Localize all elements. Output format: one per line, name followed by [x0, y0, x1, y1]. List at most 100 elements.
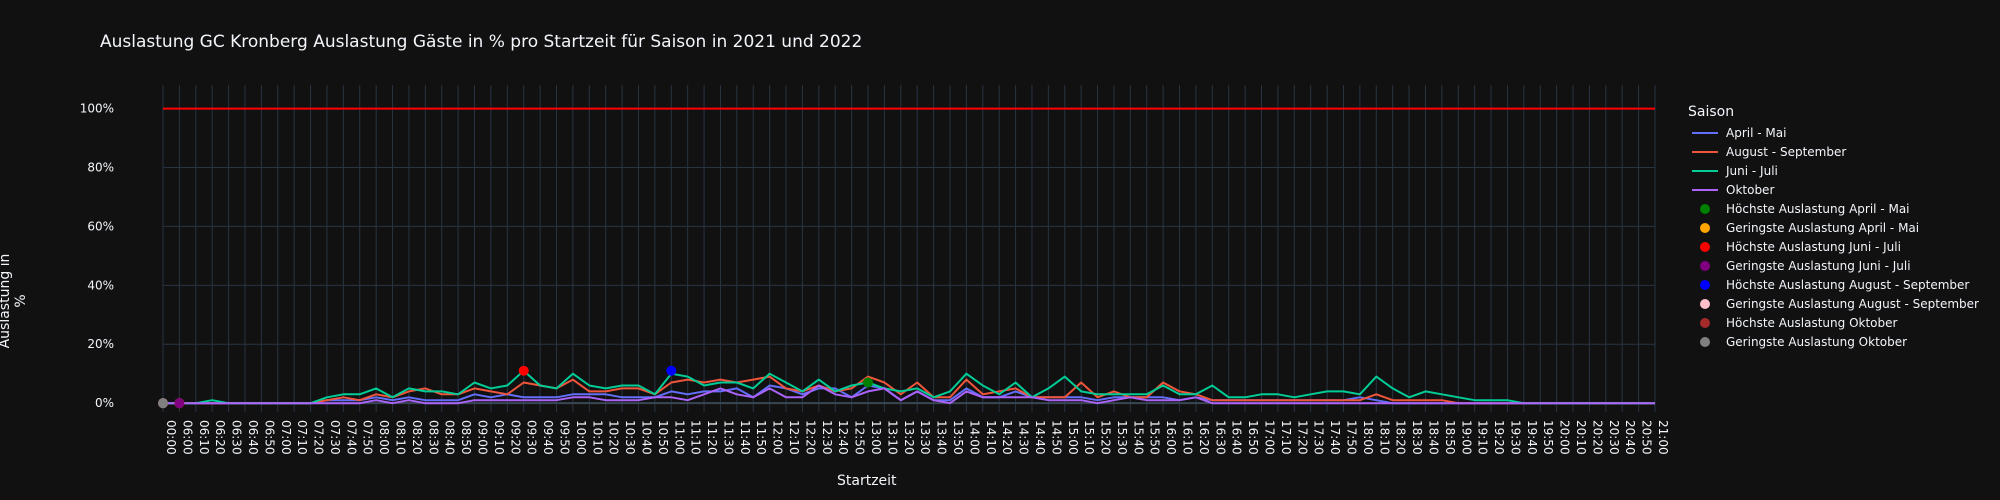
legend-marker-swatch [1688, 260, 1722, 272]
x-tick-label: 11:30 [721, 420, 735, 455]
x-tick-label: 12:40 [836, 420, 850, 455]
legend-line-icon [1692, 169, 1718, 172]
x-tick-label: 07:20 [312, 420, 326, 455]
x-tick-label: 14:50 [1049, 420, 1063, 455]
chart-title: Auslastung GC Kronberg Auslastung Gäste … [100, 32, 863, 52]
legend-label: Geringste Auslastung Juni - Juli [1726, 258, 1911, 273]
x-tick-label: 07:50 [361, 420, 375, 455]
legend-item[interactable]: April - Mai [1688, 123, 1979, 142]
x-tick-label: 08:50 [459, 420, 473, 455]
x-tick-label: 20:40 [1623, 420, 1637, 455]
x-tick-label: 16:40 [1230, 420, 1244, 455]
x-tick-label: 08:00 [377, 420, 391, 455]
legend-marker-swatch [1688, 336, 1722, 348]
x-tick-label: 14:30 [1017, 420, 1031, 455]
legend-dot-icon [1700, 279, 1710, 290]
x-tick-label: 14:40 [1033, 420, 1047, 455]
x-tick-label: 15:00 [1066, 420, 1080, 455]
x-tick-label: 11:20 [705, 420, 719, 455]
x-tick-label: 07:40 [344, 420, 358, 455]
x-tick-label: 10:40 [639, 420, 653, 455]
legend-item[interactable]: Geringste Auslastung Oktober [1688, 332, 1979, 351]
series-line [163, 369, 1655, 405]
x-tick-label: 12:10 [787, 420, 801, 455]
legend-label: Höchste Auslastung April - Mai [1726, 201, 1910, 216]
marker-point [158, 398, 168, 409]
x-tick-label: 00:00 [164, 420, 178, 455]
x-tick-label: 10:20 [607, 420, 621, 455]
x-tick-label: 10:30 [623, 420, 637, 455]
x-tick-label: 08:10 [394, 420, 408, 455]
legend-label: Juni - Juli [1726, 163, 1778, 178]
x-tick-label: 09:50 [557, 420, 571, 455]
x-tick-label: 20:00 [1558, 420, 1572, 455]
x-tick-label: 08:30 [426, 420, 440, 455]
x-tick-label: 15:10 [1082, 420, 1096, 455]
x-tick-label: 12:30 [820, 420, 834, 455]
legend-item[interactable]: August - September [1688, 142, 1979, 161]
series-line [163, 375, 1655, 405]
legend-dot-icon [1700, 260, 1710, 271]
legend-item[interactable]: Oktober [1688, 180, 1979, 199]
x-tick-label: 17:00 [1263, 420, 1277, 455]
x-tick-label: 19:30 [1508, 420, 1522, 455]
x-tick-label: 16:30 [1213, 420, 1227, 455]
x-tick-label: 14:00 [967, 420, 981, 455]
legend-label: Höchste Auslastung August - September [1726, 277, 1970, 292]
marker-point [174, 398, 185, 409]
legend: Saison April - Mai August - September Juni… [1688, 104, 1979, 351]
legend-item[interactable]: Geringste Auslastung August - September [1688, 294, 1979, 313]
legend-label: August - September [1726, 144, 1847, 159]
x-tick-label: 18:20 [1394, 420, 1408, 455]
legend-item[interactable]: Höchste Auslastung April - Mai [1688, 199, 1979, 218]
marker-point [863, 377, 874, 388]
x-tick-label: 06:40 [246, 420, 260, 455]
x-tick-label: 20:30 [1607, 420, 1621, 455]
x-tick-label: 07:00 [279, 420, 293, 455]
series-line [163, 384, 1655, 405]
legend-marker-swatch [1688, 222, 1722, 234]
x-tick-label: 13:00 [869, 420, 883, 455]
legend-label: Höchste Auslastung Juni - Juli [1726, 239, 1901, 254]
x-tick-label: 16:10 [1181, 420, 1195, 455]
legend-marker-swatch [1688, 203, 1722, 215]
x-tick-label: 11:10 [689, 420, 703, 455]
x-tick-label: 15:40 [1131, 420, 1145, 455]
x-tick-label: 16:20 [1197, 420, 1211, 455]
y-tick-label: 100% [80, 102, 114, 116]
x-tick-label: 20:50 [1640, 420, 1654, 455]
legend-item[interactable]: Höchste Auslastung Juni - Juli [1688, 237, 1979, 256]
x-tick-label: 21:00 [1656, 420, 1670, 455]
legend-label: Höchste Auslastung Oktober [1726, 315, 1898, 330]
x-tick-label: 19:00 [1459, 420, 1473, 455]
x-tick-label: 07:30 [328, 420, 342, 455]
y-tick-label: 20% [87, 337, 114, 351]
legend-line-swatch [1688, 165, 1722, 177]
x-tick-label: 13:10 [885, 420, 899, 455]
x-tick-label: 12:50 [853, 420, 867, 455]
legend-item[interactable]: Geringste Auslastung Juni - Juli [1688, 256, 1979, 275]
legend-dot-icon [1700, 317, 1710, 328]
x-tick-label: 13:40 [935, 420, 949, 455]
x-tick-label: 07:10 [295, 420, 309, 455]
legend-item[interactable]: Juni - Juli [1688, 161, 1979, 180]
x-tick-label: 09:20 [508, 420, 522, 455]
x-tick-label: 06:50 [262, 420, 276, 455]
legend-item[interactable]: Höchste Auslastung August - September [1688, 275, 1979, 294]
legend-item[interactable]: Geringste Auslastung April - Mai [1688, 218, 1979, 237]
x-tick-label: 09:40 [541, 420, 555, 455]
y-tick-label: 60% [87, 219, 114, 233]
legend-marker-swatch [1688, 241, 1722, 253]
x-tick-label: 19:50 [1541, 420, 1555, 455]
legend-dot-icon [1700, 298, 1710, 309]
x-tick-label: 08:20 [410, 420, 424, 455]
x-tick-label: 09:00 [476, 420, 490, 455]
x-tick-label: 14:10 [984, 420, 998, 455]
legend-item[interactable]: Höchste Auslastung Oktober [1688, 313, 1979, 332]
legend-dot-icon [1700, 336, 1710, 347]
x-tick-label: 06:30 [230, 420, 244, 455]
legend-label: April - Mai [1726, 125, 1787, 140]
x-tick-label: 13:30 [918, 420, 932, 455]
x-tick-label: 09:30 [525, 420, 539, 455]
